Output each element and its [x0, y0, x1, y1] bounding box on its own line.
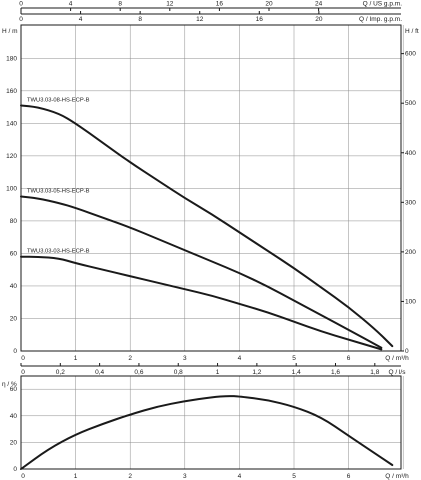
series-label-3: TWU3.03-03-HS-ECP-B [27, 249, 90, 255]
us-gpm-tick-label: 8 [118, 1, 122, 8]
us-gpm-tick-label: 24 [315, 1, 323, 8]
head-y-tick-label: 100 [6, 185, 17, 192]
ls-axis-label: Q / l/s [389, 369, 407, 376]
ls-tick-label: 1,8 [370, 369, 379, 376]
head-y2-tick-label: 600 [405, 51, 416, 58]
us-gpm-tick-label: 16 [216, 1, 224, 8]
head-y-tick-label: 180 [6, 55, 17, 62]
eff-y-tick-label: 40 [10, 413, 18, 420]
imp-gpm-axis-label: Q / Imp. g.p.m. [359, 16, 402, 23]
head-curve-1 [20, 104, 394, 348]
head-x-tick-label: 0 [21, 355, 25, 362]
ls-tick-label: 0,4 [95, 369, 104, 376]
eff-y-tick-label: 20 [10, 439, 18, 446]
head-x-tick-label: 2 [128, 355, 132, 362]
head-y-tick-label: 160 [6, 88, 17, 95]
head-x-tick-label: 6 [347, 355, 351, 362]
ls-tick-label: 1,2 [252, 369, 261, 376]
eff-y-axis-label: η / % [2, 381, 17, 388]
head-y2-tick-label: 200 [405, 249, 416, 256]
head-y-tick-label: 20 [10, 315, 18, 322]
eff-x-tick-label: 4 [238, 473, 242, 480]
eff-x-tick-label: 1 [74, 473, 78, 480]
head-y2-tick-label: 0 [405, 348, 409, 355]
eff-x-tick-label: 6 [347, 473, 351, 480]
ls-tick-label: 1,4 [292, 369, 301, 376]
head-x-tick-label: 4 [238, 355, 242, 362]
head-x-tick-label: 1 [74, 355, 78, 362]
imp-gpm-tick-label: 0 [19, 16, 23, 23]
head-y-tick-label: 120 [6, 153, 17, 160]
head-y-tick-label: 60 [10, 250, 18, 257]
head-x-tick-label: 3 [183, 355, 187, 362]
ls-tick-label: 0,8 [174, 369, 183, 376]
imp-gpm-tick-label: 20 [315, 16, 323, 23]
head-y2-tick-label: 400 [405, 150, 416, 157]
ls-tick-label: 1,6 [331, 369, 340, 376]
efficiency-curve [20, 395, 394, 470]
head-y-tick-label: 80 [10, 218, 18, 225]
imp-gpm-tick-label: 12 [196, 16, 204, 23]
head-y2-tick-label: 100 [405, 298, 416, 305]
imp-gpm-tick-label: 4 [79, 16, 83, 23]
eff-x-tick-label: 2 [128, 473, 132, 480]
eff-x-tick-label: 0 [21, 473, 25, 480]
series-label-1: TWU3.03-08-HS-ECP-B [27, 97, 90, 103]
imp-gpm-tick-label: 8 [138, 16, 142, 23]
us-gpm-tick-label: 20 [265, 1, 273, 8]
ls-tick-label: 0,2 [56, 369, 65, 376]
ls-tick-label: 0,6 [134, 369, 143, 376]
head-y2-tick-label: 500 [405, 100, 416, 107]
us-gpm-tick-label: 4 [69, 1, 73, 8]
eff-x-axis-label: Q / m³/h [385, 473, 409, 480]
head-curve-3 [20, 255, 383, 351]
series-label-2: TWU3.03-05-HS-ECP-B [27, 189, 90, 195]
head-y2-axis-label: H / ft [405, 28, 419, 35]
head-y-axis-label: H / m [2, 28, 18, 35]
eff-y-tick-label: 0 [13, 466, 17, 473]
us-gpm-tick-label: 12 [166, 1, 174, 8]
head-y-tick-label: 140 [6, 120, 17, 127]
us-gpm-tick-label: 0 [19, 1, 23, 8]
ls-tick-label: 1 [216, 369, 220, 376]
eff-x-tick-label: 3 [183, 473, 187, 480]
head-curve-2 [20, 195, 383, 349]
head-x-axis-label: Q / m³/h [385, 355, 409, 362]
imp-gpm-tick-label: 16 [256, 16, 264, 23]
eff-x-tick-label: 5 [292, 473, 296, 480]
head-y-tick-label: 0 [13, 348, 17, 355]
ls-tick-label: 0 [21, 369, 25, 376]
head-plot-frame [20, 24, 402, 352]
head-x-tick-label: 5 [292, 355, 296, 362]
eff-y-tick-label: 60 [10, 386, 18, 393]
head-y2-tick-label: 300 [405, 199, 416, 206]
us-gpm-axis-label: Q / US g.p.m. [363, 1, 403, 8]
eff-plot-frame [20, 375, 402, 470]
head-y-tick-label: 40 [10, 283, 18, 290]
